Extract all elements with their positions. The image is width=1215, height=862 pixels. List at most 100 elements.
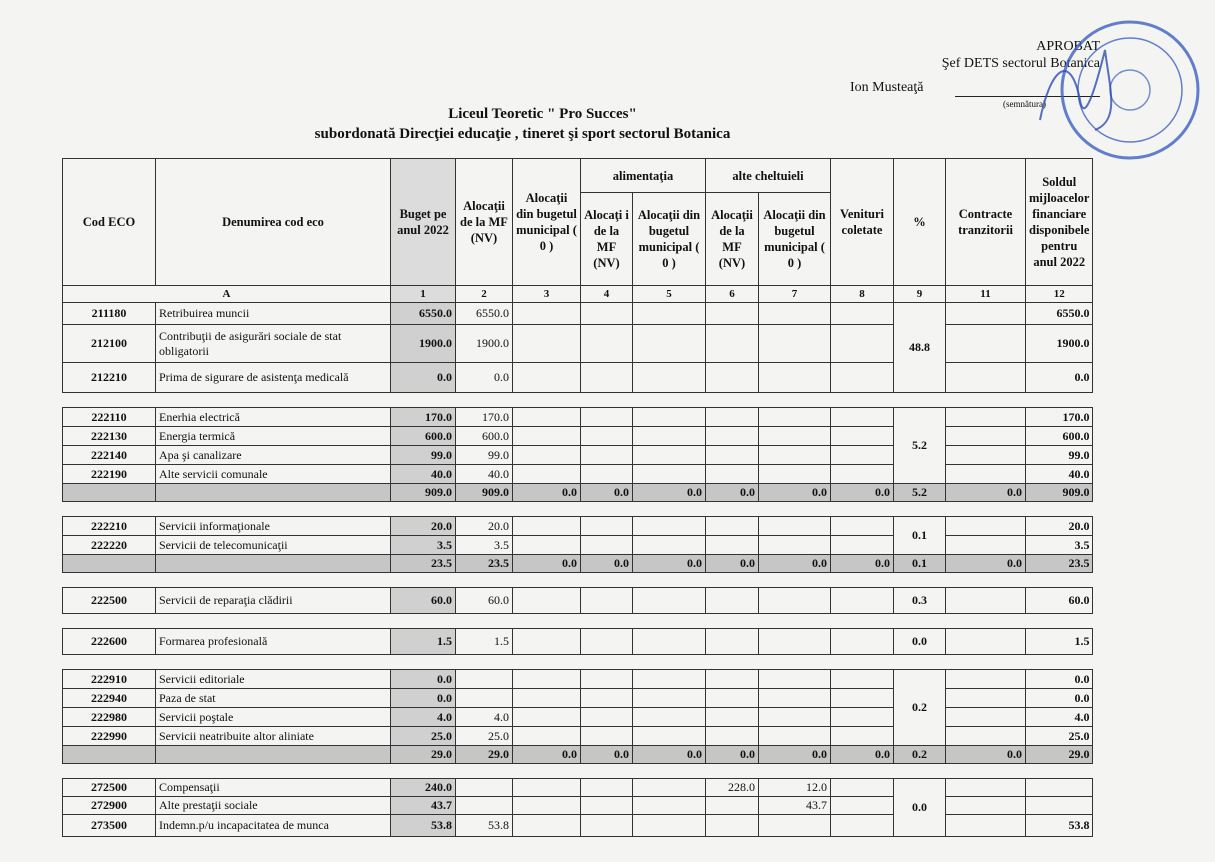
value-cell: 60.0 xyxy=(390,587,456,614)
value-cell: 1900.0 xyxy=(455,324,513,363)
value-cell xyxy=(830,464,894,484)
value-cell xyxy=(632,688,706,708)
value-cell xyxy=(512,587,581,614)
value-cell xyxy=(830,814,894,837)
value-cell xyxy=(580,814,633,837)
cod-eco-cell: 212210 xyxy=(62,362,156,393)
value-cell xyxy=(758,407,831,427)
column-index: 11 xyxy=(945,285,1026,303)
value-cell: 60.0 xyxy=(1024,587,1094,614)
value-cell xyxy=(705,587,759,614)
value-cell: 1900.0 xyxy=(390,324,456,363)
header-contracte: Contracte tranzitorii xyxy=(945,158,1026,286)
column-index: 3 xyxy=(512,285,581,303)
value-cell: 25.0 xyxy=(1024,726,1094,746)
total-value-cell: 0.0 xyxy=(945,745,1026,764)
value-cell xyxy=(758,707,831,727)
value-cell xyxy=(830,516,894,536)
value-cell: 0.0 xyxy=(1024,688,1094,708)
value-cell xyxy=(512,362,581,393)
value-cell xyxy=(580,778,633,797)
value-cell xyxy=(512,707,581,727)
value-cell xyxy=(512,669,581,689)
total-row: 29.0 29.0 0.0 0.0 0.0 0.0 0.0 0.0 0.2 0.0 29.0 xyxy=(62,745,1094,764)
name-cell: Servicii informaţionale xyxy=(155,516,391,536)
table-row: 222140 Apa şi canalizare 99.0 99.0 99.0 xyxy=(62,445,1094,465)
total-value-cell: 0.0 xyxy=(830,745,894,764)
value-cell: 0.0 xyxy=(390,669,456,689)
value-cell xyxy=(1024,796,1094,815)
value-cell xyxy=(632,814,706,837)
value-cell xyxy=(580,445,633,465)
value-cell xyxy=(512,688,581,708)
value-cell xyxy=(758,426,831,446)
value-cell xyxy=(945,464,1026,484)
value-cell: 20.0 xyxy=(1024,516,1094,536)
value-cell xyxy=(580,324,633,363)
name-cell: Formarea profesională xyxy=(155,628,391,655)
name-cell: Paza de stat xyxy=(155,688,391,708)
total-value-cell: 0.0 xyxy=(512,745,581,764)
approval-label: APROBAT xyxy=(1036,39,1100,54)
total-value-cell: 0.0 xyxy=(945,483,1026,502)
value-cell xyxy=(705,302,759,325)
value-cell: 1.5 xyxy=(1024,628,1094,655)
value-cell xyxy=(580,707,633,727)
value-cell: 4.0 xyxy=(455,707,513,727)
value-cell xyxy=(830,726,894,746)
value-cell: 0.0 xyxy=(1024,362,1094,393)
name-cell: Servicii poştale xyxy=(155,707,391,727)
signature-caption: (semnătura) xyxy=(1003,99,1046,109)
header-alt-mf: Alocaţii de la MF (NV) xyxy=(705,192,759,286)
value-cell xyxy=(758,362,831,393)
total-value-cell: 23.5 xyxy=(390,554,456,573)
header-buget: Buget pe anul 2022 xyxy=(390,158,456,286)
approver-name: Ion Musteaţă xyxy=(850,80,924,95)
spacer-cell xyxy=(62,501,1093,517)
spacer-cell xyxy=(62,654,1093,670)
value-cell: 1.5 xyxy=(390,628,456,655)
value-cell xyxy=(705,407,759,427)
cod-eco-cell: 222140 xyxy=(62,445,156,465)
percent-cell: 0.3 xyxy=(893,587,946,614)
value-cell xyxy=(945,516,1026,536)
total-value-cell: 0.2 xyxy=(893,745,946,764)
total-value-cell: 0.0 xyxy=(580,554,633,573)
value-cell xyxy=(632,726,706,746)
column-index: 9 xyxy=(893,285,946,303)
name-cell: Energia termică xyxy=(155,426,391,446)
value-cell xyxy=(580,516,633,536)
value-cell: 4.0 xyxy=(1024,707,1094,727)
total-value-cell: 5.2 xyxy=(893,483,946,502)
approval-block: APROBAT Şef DETS sectorul Botanica xyxy=(860,38,1100,72)
value-cell: 228.0 xyxy=(705,778,759,797)
value-cell xyxy=(945,362,1026,393)
value-cell xyxy=(705,726,759,746)
value-cell xyxy=(512,814,581,837)
value-cell xyxy=(705,464,759,484)
total-value-cell: 909.0 xyxy=(390,483,456,502)
value-cell xyxy=(830,407,894,427)
institution-subordination: subordonată Direcţiei educaţie , tineret… xyxy=(314,126,731,142)
approval-position: Şef DETS sectorul Botanica xyxy=(941,56,1100,71)
percent-cell: 48.8 xyxy=(893,302,946,393)
value-cell xyxy=(512,778,581,797)
name-cell: Enerhia electrică xyxy=(155,407,391,427)
value-cell xyxy=(945,587,1026,614)
total-value-cell: 29.0 xyxy=(1024,745,1094,764)
value-cell xyxy=(512,302,581,325)
value-cell xyxy=(945,445,1026,465)
total-value-cell: 0.0 xyxy=(580,483,633,502)
header-cod: Cod ECO xyxy=(62,158,156,286)
cod-eco-cell: 222600 xyxy=(62,628,156,655)
document-title: Liceul Teoretic " Pro Succes" subordonat… xyxy=(0,104,1215,144)
value-cell xyxy=(705,628,759,655)
value-cell xyxy=(705,814,759,837)
value-cell xyxy=(1024,778,1094,797)
value-cell xyxy=(830,362,894,393)
value-cell xyxy=(758,688,831,708)
spacer-row xyxy=(62,654,1093,670)
budget-table: Cod ECO Denumirea cod eco Buget pe anul … xyxy=(62,158,1094,837)
name-cell: Alte servicii comunale xyxy=(155,464,391,484)
table-row: 222110 Enerhia electrică 170.0 170.0 5.2 170.… xyxy=(62,407,1094,484)
